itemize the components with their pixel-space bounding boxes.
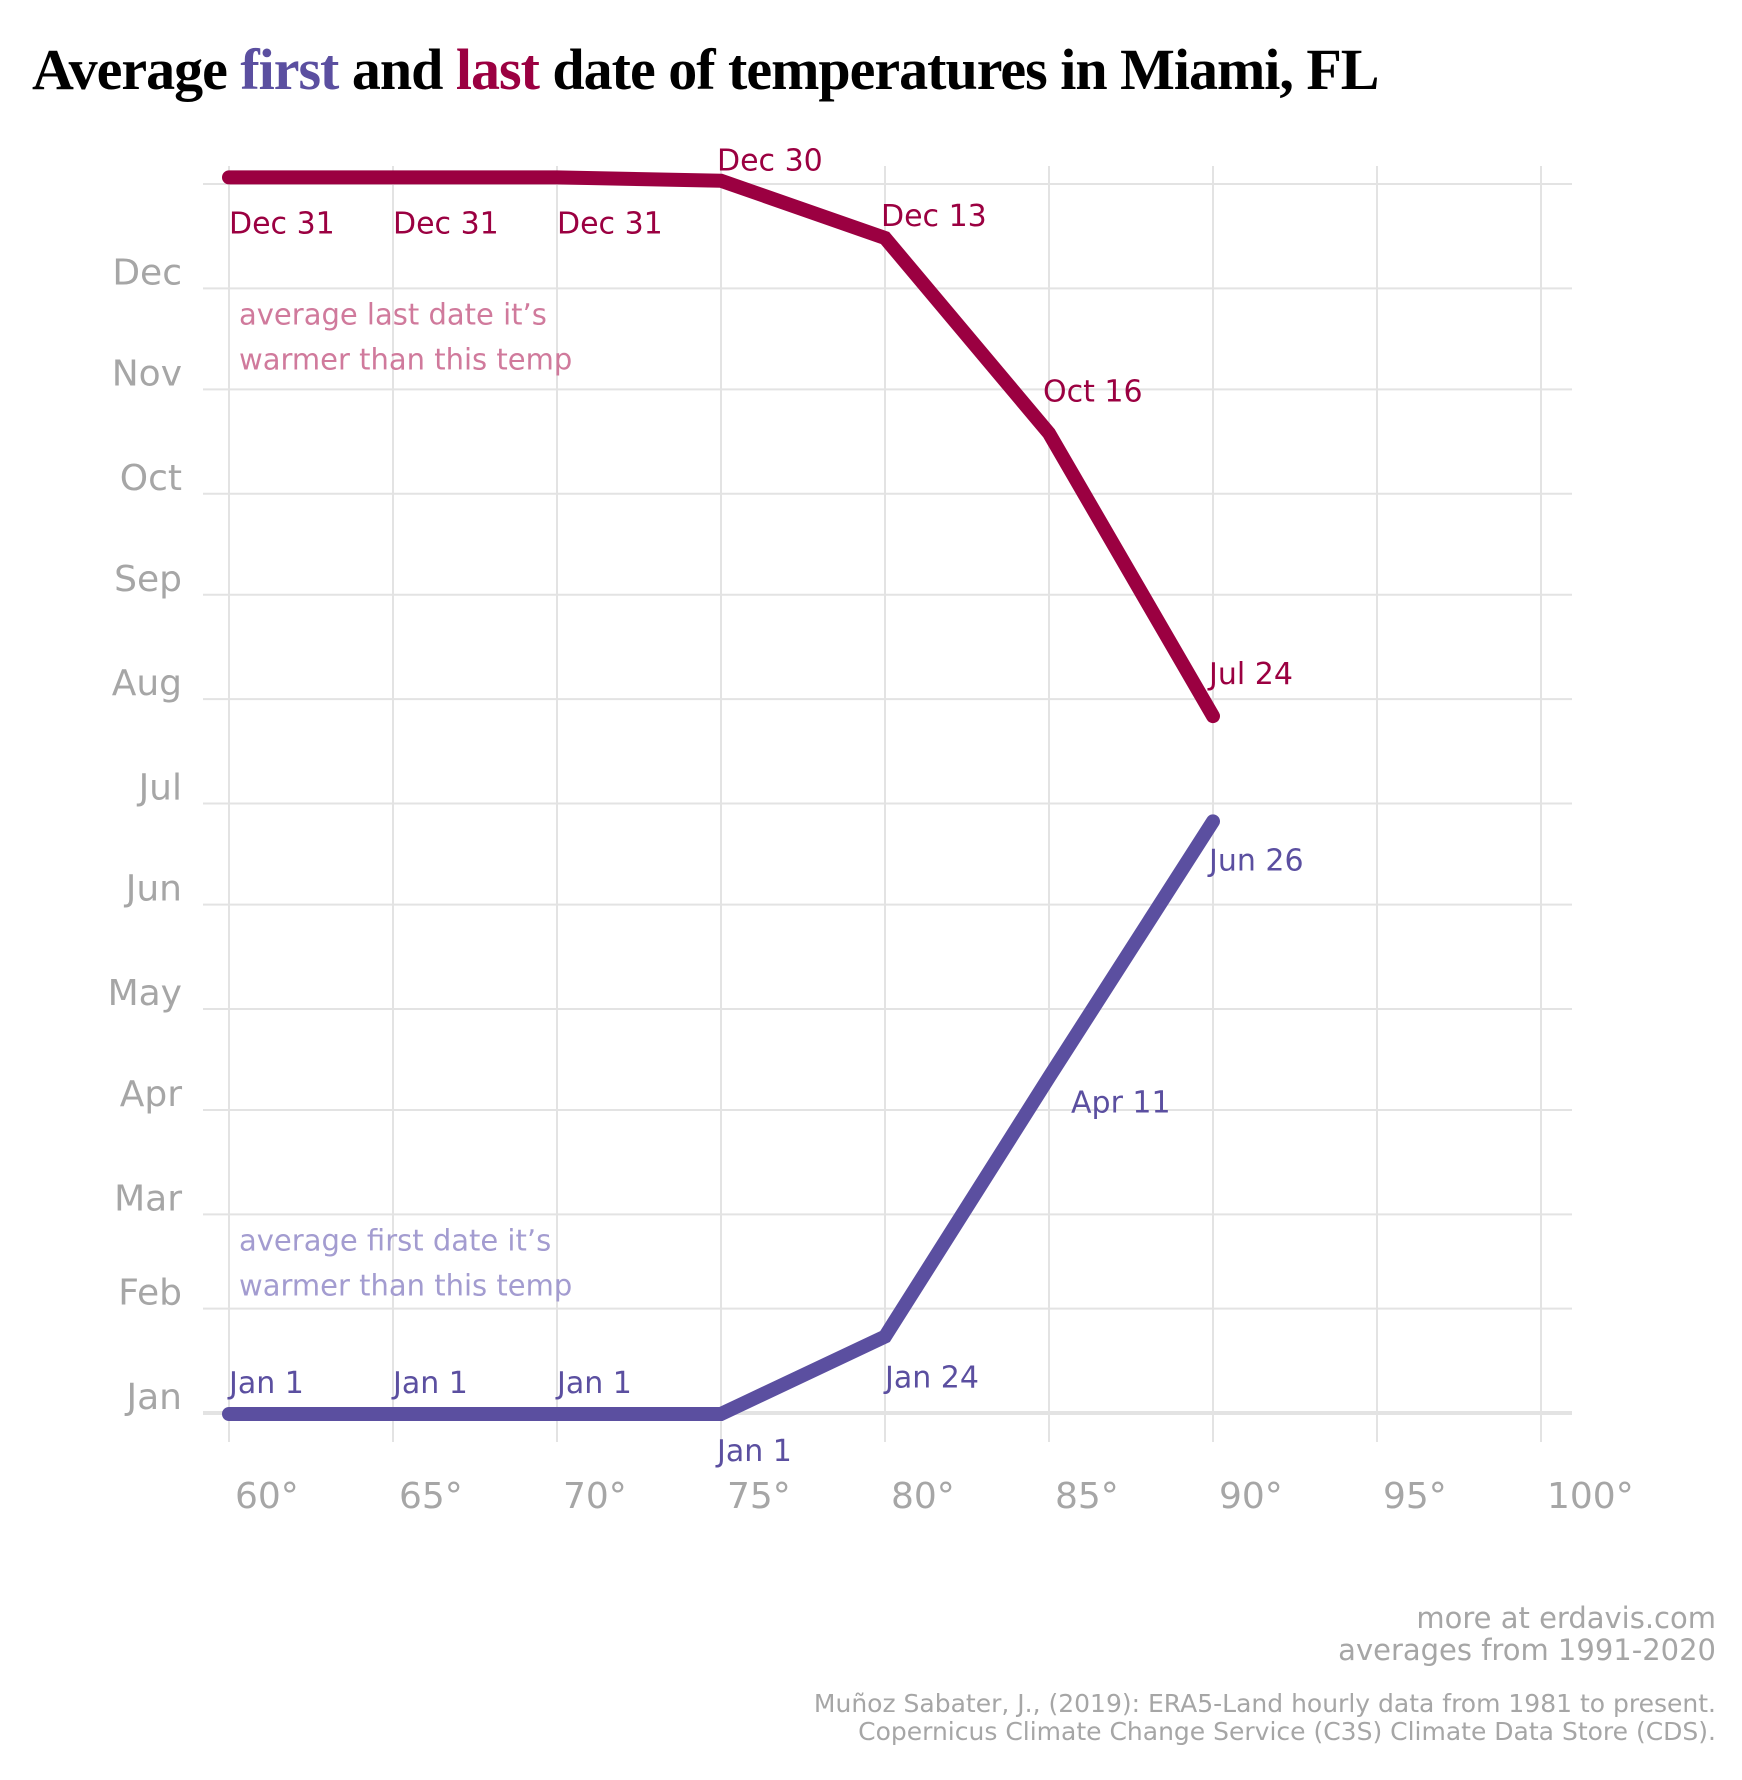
- y-tick-label: Feb: [118, 1273, 182, 1314]
- x-tick-label: 95°: [1383, 1476, 1447, 1517]
- title-suffix: date of temperatures in Miami, FL: [538, 37, 1379, 102]
- x-tick-label: 85°: [1055, 1476, 1119, 1517]
- chart-title: Average first and last date of temperatu…: [32, 36, 1379, 103]
- x-tick-label: 80°: [891, 1476, 955, 1517]
- x-tick-label: 90°: [1219, 1476, 1283, 1517]
- source-line-1: Muñoz Sabater, J., (2019): ERA5-Land hou…: [813, 1689, 1716, 1718]
- last-annotation-text: warmer than this temp: [239, 342, 572, 376]
- last-data-label: Oct 16: [1043, 374, 1143, 409]
- y-tick-label: Jun: [124, 869, 182, 910]
- last-data-label: Jul 24: [1207, 657, 1293, 692]
- y-tick-label: Dec: [112, 252, 182, 293]
- first-data-label: Jan 1: [715, 1434, 792, 1469]
- data-labels: Dec 31 Dec 31 Dec 31 Dec 30 Dec 13 Oct 16 Jul …: [227, 144, 1304, 1469]
- annotations: average last date it’s warmer than this t…: [239, 297, 572, 1302]
- title-prefix: Average: [32, 37, 241, 102]
- first-data-label: Jan 1: [555, 1366, 632, 1401]
- last-data-label: Dec 31: [393, 206, 499, 241]
- y-axis-ticks: Jan Feb Mar Apr May Jun Jul Aug Sep Oct Nov Dec: [108, 252, 183, 1418]
- footer-website: more at erdavis.com: [1416, 1601, 1716, 1635]
- first-annotation-text: warmer than this temp: [239, 1268, 572, 1302]
- y-tick-label: Mar: [114, 1178, 182, 1219]
- gridlines: [203, 166, 1572, 1442]
- x-tick-label: 100°: [1547, 1476, 1634, 1517]
- footer-source: Muñoz Sabater, J., (2019): ERA5-Land hou…: [814, 1690, 1716, 1746]
- y-tick-label: Jul: [137, 768, 182, 809]
- y-tick-label: Sep: [114, 559, 182, 600]
- title-first-word: first: [240, 37, 339, 102]
- first-data-label: Jan 1: [227, 1366, 304, 1401]
- last-data-label: Dec 13: [881, 199, 987, 234]
- first-data-label: Jan 24: [883, 1361, 979, 1396]
- x-tick-label: 65°: [399, 1476, 463, 1517]
- title-middle: and: [338, 37, 456, 102]
- last-annotation-text: average last date it’s: [239, 297, 547, 331]
- x-tick-label: 75°: [727, 1476, 791, 1517]
- y-tick-label: Apr: [120, 1074, 182, 1115]
- last-data-label: Dec 30: [717, 144, 823, 179]
- footer-averages-note: averages from 1991-2020: [1338, 1633, 1716, 1667]
- source-line-2: Copernicus Climate Change Service (C3S) …: [858, 1717, 1716, 1746]
- y-tick-label: Nov: [112, 353, 182, 394]
- y-tick-label: Oct: [120, 458, 182, 499]
- x-axis-ticks: 60° 65° 70° 75° 80° 85° 90° 95° 100°: [235, 1476, 1634, 1517]
- y-tick-label: Aug: [112, 663, 182, 704]
- series-lines: [222, 170, 1220, 1421]
- first-data-label: Jun 26: [1207, 843, 1304, 878]
- last-data-label: Dec 31: [557, 206, 663, 241]
- x-tick-label: 70°: [563, 1476, 627, 1517]
- first-annotation-text: average first date it’s: [239, 1223, 551, 1257]
- first-data-label: Jan 1: [391, 1366, 468, 1401]
- footer-credits: more at erdavis.com averages from 1991-2…: [1338, 1602, 1716, 1666]
- first-data-label: Apr 11: [1071, 1085, 1171, 1120]
- y-tick-label: May: [108, 973, 182, 1014]
- last-series-line: [222, 170, 1220, 724]
- x-tick-label: 60°: [235, 1476, 299, 1517]
- title-last-word: last: [455, 37, 540, 102]
- y-tick-label: Jan: [125, 1377, 183, 1418]
- first-series-line: [222, 814, 1220, 1421]
- last-data-label: Dec 31: [229, 206, 335, 241]
